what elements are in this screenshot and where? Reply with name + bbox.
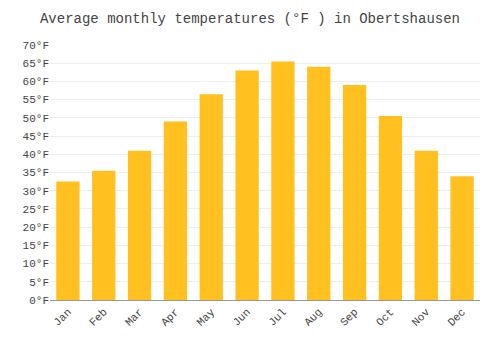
- svg-text:45°F: 45°F: [23, 131, 49, 143]
- svg-text:35°F: 35°F: [23, 167, 49, 179]
- svg-text:Jul: Jul: [266, 306, 288, 328]
- svg-text:50°F: 50°F: [23, 113, 49, 125]
- svg-text:Mar: Mar: [123, 306, 145, 328]
- svg-text:5°F: 5°F: [29, 277, 49, 289]
- svg-text:15°F: 15°F: [23, 240, 49, 252]
- svg-text:Oct: Oct: [374, 306, 396, 328]
- svg-text:10°F: 10°F: [23, 258, 49, 270]
- svg-text:30°F: 30°F: [23, 186, 49, 198]
- svg-text:0°F: 0°F: [29, 295, 49, 307]
- svg-text:25°F: 25°F: [23, 204, 49, 216]
- svg-text:Feb: Feb: [87, 306, 109, 328]
- svg-text:Apr: Apr: [159, 306, 181, 328]
- svg-text:70°F: 70°F: [23, 40, 49, 52]
- svg-text:60°F: 60°F: [23, 76, 49, 88]
- svg-text:55°F: 55°F: [23, 94, 49, 106]
- svg-text:Nov: Nov: [410, 306, 433, 329]
- svg-text:Sep: Sep: [338, 306, 360, 328]
- svg-text:Jun: Jun: [231, 306, 253, 328]
- svg-text:20°F: 20°F: [23, 222, 49, 234]
- svg-text:Dec: Dec: [446, 306, 468, 328]
- svg-text:Average monthly temperatures (: Average monthly temperatures (°F ) in Ob…: [40, 11, 460, 27]
- svg-text:Aug: Aug: [302, 306, 324, 328]
- svg-text:65°F: 65°F: [23, 58, 49, 70]
- svg-text:40°F: 40°F: [23, 149, 49, 161]
- svg-text:May: May: [195, 306, 218, 329]
- svg-text:Jan: Jan: [51, 306, 73, 328]
